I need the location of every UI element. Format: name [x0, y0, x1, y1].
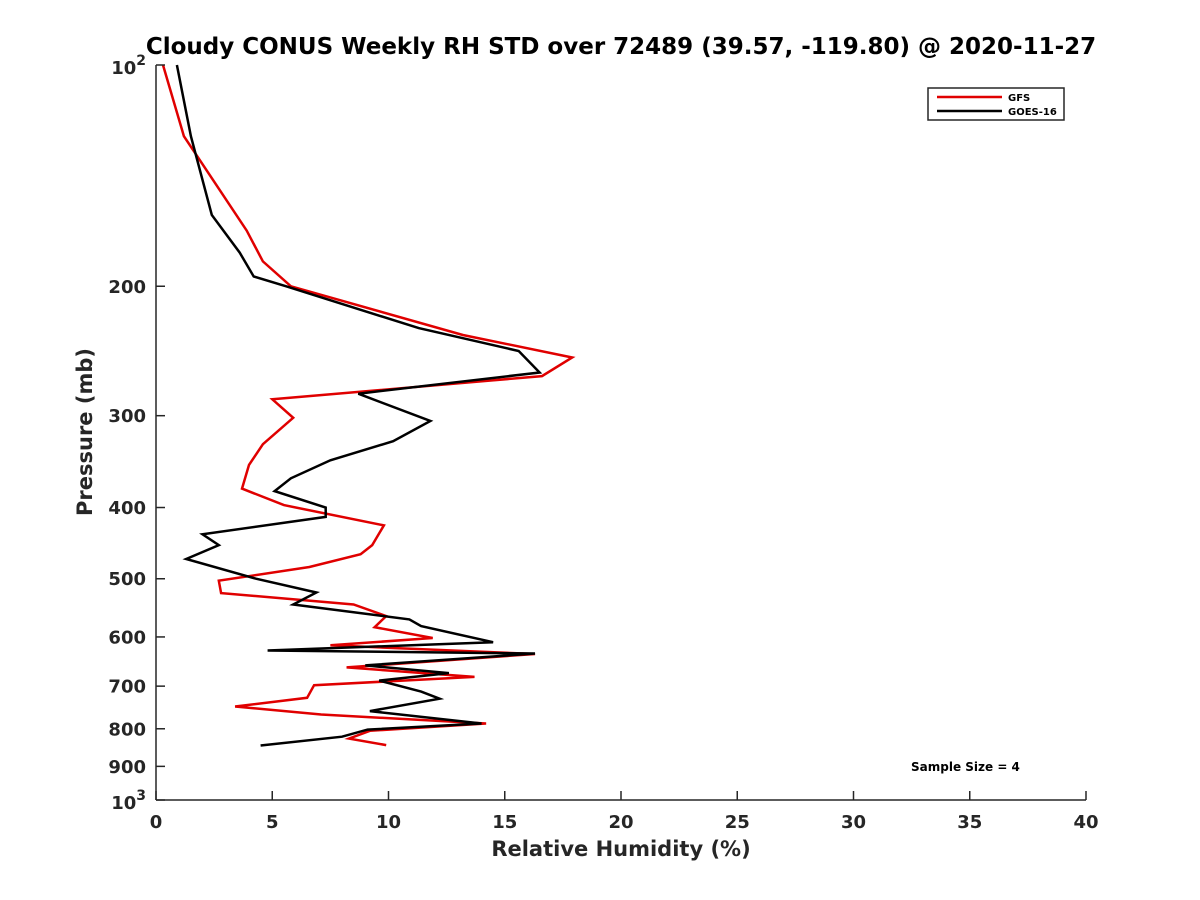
legend: GFS GOES-16: [927, 87, 1065, 121]
x-tick-label: 5: [266, 812, 279, 833]
y-decade-tick-label: 102: [111, 53, 146, 79]
y-tick-label: 200: [108, 277, 146, 298]
x-axis-label: Relative Humidity (%): [491, 837, 750, 861]
x-tick-label: 40: [1073, 812, 1098, 833]
chart-title: Cloudy CONUS Weekly RH STD over 72489 (3…: [146, 34, 1096, 60]
legend-label-gfs: GFS: [1008, 93, 1030, 104]
legend-label-goes16: GOES-16: [1008, 107, 1057, 118]
series-line-gfs: [161, 64, 576, 747]
y-tick-label: 300: [108, 406, 146, 427]
y-tick-label: 800: [108, 719, 146, 740]
series-line-goes16: [175, 64, 543, 747]
x-tick-label: 35: [957, 812, 982, 833]
sample-size-annotation: Sample Size = 4: [911, 760, 1020, 774]
x-tick-label: 30: [841, 812, 866, 833]
y-tick-label: 700: [108, 677, 146, 698]
y-tick-label: 600: [108, 627, 146, 648]
x-tick-label: 10: [376, 812, 401, 833]
series-layer: [161, 64, 576, 747]
legend-box: [927, 87, 1065, 121]
x-tick-label: 0: [150, 812, 163, 833]
x-tick-label: 20: [608, 812, 633, 833]
x-axis-ticks: 0 5 10 15 20 25 30 35 40: [150, 791, 1099, 833]
y-tick-label: 500: [108, 569, 146, 590]
x-tick-label: 15: [492, 812, 517, 833]
y-decade-tick-label: 103: [111, 788, 146, 814]
y-tick-label: 900: [108, 757, 146, 778]
x-tick-label: 25: [725, 812, 750, 833]
y-axis-ticks: 200 300 400 500 600 700 800 900 102 103: [108, 53, 165, 814]
y-tick-label: 400: [108, 498, 146, 519]
y-axis-label: Pressure (mb): [73, 348, 97, 516]
